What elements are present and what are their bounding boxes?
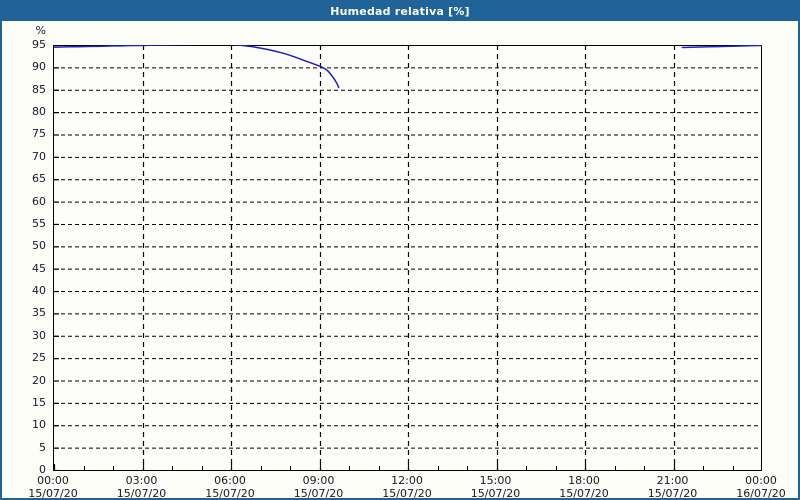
x-tick-time: 00:00 <box>745 474 777 487</box>
x-tick-label: 09:00 15/07/20 <box>274 474 364 500</box>
y-tick-label: 0 <box>39 463 46 476</box>
y-tick-label: 50 <box>32 239 46 253</box>
x-tick-label: 00:00 15/07/20 <box>8 474 98 500</box>
y-tick-label: 65 <box>32 172 46 186</box>
y-tick-label: 75 <box>32 127 46 141</box>
x-tick-label: 03:00 15/07/20 <box>97 474 187 500</box>
y-tick-label: 85 <box>32 82 46 96</box>
x-tick-date: 15/07/20 <box>293 487 344 500</box>
y-tick-label: 20 <box>32 373 46 387</box>
x-tick-label: 12:00 15/07/20 <box>362 474 452 500</box>
x-tick-date: 15/07/20 <box>116 487 167 500</box>
x-tick-label: 06:00 15/07/20 <box>185 474 275 500</box>
plot-region <box>53 45 762 471</box>
y-tick-label: 5 <box>39 440 46 454</box>
y-tick-label: 95 <box>32 38 46 51</box>
y-tick-label: 30 <box>32 328 46 342</box>
y-tick-label: 90 <box>32 60 46 74</box>
x-tick-date: 15/07/20 <box>647 487 698 500</box>
x-tick-date: 15/07/20 <box>559 487 609 500</box>
x-tick-time: 15:00 <box>479 474 512 487</box>
x-tick-date: 15/07/20 <box>382 487 432 500</box>
plot-svg <box>54 45 762 470</box>
y-tick-label: 25 <box>32 351 46 365</box>
x-tick-time: 00:00 <box>37 474 69 487</box>
y-tick-label: 35 <box>32 306 46 320</box>
y-tick-label: 55 <box>32 216 46 230</box>
y-tick-label: 45 <box>32 261 46 275</box>
x-tick-time: 03:00 <box>125 474 158 487</box>
x-tick-date: 15/07/20 <box>205 487 255 500</box>
y-tick-label: 70 <box>32 149 46 163</box>
x-tick-label: 15:00 15/07/20 <box>451 474 541 500</box>
y-tick-label: 15 <box>32 395 46 409</box>
window-title-bar: Humedad relativa [%] <box>2 2 798 21</box>
y-tick-label: 40 <box>32 284 46 298</box>
x-tick-date: 15/07/20 <box>28 487 78 500</box>
x-tick-label: 18:00 15/07/20 <box>539 474 629 500</box>
y-tick-label: 10 <box>32 418 46 432</box>
x-tick-time: 12:00 <box>391 474 423 487</box>
x-tick-time: 06:00 <box>214 474 246 487</box>
x-tick-date: 16/07/20 <box>736 487 786 500</box>
y-tick-label: 60 <box>32 194 46 208</box>
x-tick-label: 21:00 15/07/20 <box>628 474 718 500</box>
y-tick-label: 80 <box>32 105 46 119</box>
page-title: Humedad relativa [%] <box>330 5 470 18</box>
x-tick-label: 00:00 16/07/20 <box>716 474 800 500</box>
chart-canvas: % 0 5 10 15 20 25 30 35 40 45 50 55 60 65 70 75 80 85 90 95… <box>2 21 800 500</box>
x-tick-time: 09:00 <box>302 474 335 487</box>
x-tick-time: 18:00 <box>568 474 600 487</box>
x-tick-time: 21:00 <box>656 474 689 487</box>
y-axis-unit-label: % <box>35 24 46 37</box>
x-tick-date: 15/07/20 <box>470 487 521 500</box>
